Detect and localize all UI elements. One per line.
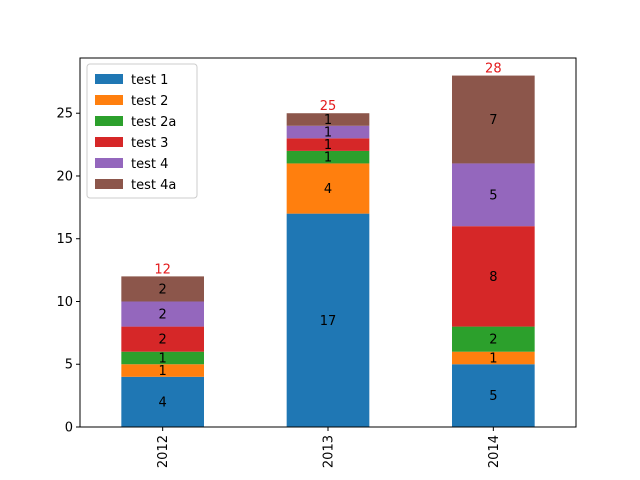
legend-swatch xyxy=(95,179,123,189)
segment-value-label: 5 xyxy=(489,188,497,203)
total-value-label: 28 xyxy=(485,62,502,77)
bar-segment-2012-test-2 xyxy=(121,364,204,377)
bar-segment-2013-test-4 xyxy=(286,125,370,139)
legend-label: test 4a xyxy=(131,178,176,193)
segment-value-label: 1 xyxy=(324,126,332,141)
x-axis: 2012 2013 2014 xyxy=(156,427,502,468)
bar-segment-2014-test-4a xyxy=(452,75,535,164)
segment-value-label: 1 xyxy=(324,138,332,153)
y-tick-label: 10 xyxy=(56,295,73,310)
legend-swatch xyxy=(95,95,123,105)
segment-value-label: 2 xyxy=(489,333,497,348)
y-tick-label: 0 xyxy=(65,421,73,436)
segment-value-label: 1 xyxy=(489,351,497,366)
bar-segment-2014-test-4 xyxy=(452,163,535,227)
legend-label: test 1 xyxy=(131,73,168,88)
segment-value-label: 4 xyxy=(324,182,332,197)
y-tick-label: 5 xyxy=(65,358,73,373)
segment-value-label: 1 xyxy=(159,364,167,379)
bars-layer xyxy=(121,75,535,427)
legend-label: test 2a xyxy=(131,115,176,130)
bar-segment-2014-test-1 xyxy=(452,364,535,427)
bar-segment-2013-test-4a xyxy=(286,113,370,126)
segment-value-label: 4 xyxy=(159,395,167,410)
bar-segment-2013-test-2a xyxy=(286,150,370,164)
bar-segment-2013-test-1 xyxy=(286,213,370,427)
x-tick-label: 2013 xyxy=(322,435,337,468)
bar-segment-2014-test-2a xyxy=(452,326,535,352)
segment-value-label: 2 xyxy=(159,333,167,348)
segment-value-label: 17 xyxy=(320,314,337,329)
bar-segment-2012-test-4 xyxy=(121,301,204,327)
legend-swatch xyxy=(95,158,123,168)
x-tick-label: 2014 xyxy=(487,435,502,468)
legend-swatch xyxy=(95,137,123,147)
legend-label: test 2 xyxy=(131,94,168,109)
y-tick-label: 20 xyxy=(56,169,73,184)
bar-segment-2012-test-3 xyxy=(121,326,204,352)
segment-value-label: 7 xyxy=(489,113,497,128)
bar-segment-2012-test-1 xyxy=(121,376,204,427)
y-tick-label: 25 xyxy=(56,107,73,122)
y-axis: 0 5 10 15 20 25 xyxy=(56,107,80,436)
segment-value-label: 1 xyxy=(324,113,332,128)
total-labels-layer: 12 25 28 xyxy=(154,62,501,278)
total-value-label: 12 xyxy=(154,262,171,277)
legend-swatch xyxy=(95,116,123,126)
segment-value-label: 1 xyxy=(159,351,167,366)
legend-label: test 3 xyxy=(131,136,168,151)
segment-value-label: 5 xyxy=(489,389,497,404)
bar-segment-2013-test-3 xyxy=(286,138,370,151)
legend-label: test 4 xyxy=(131,157,168,172)
bar-segment-2014-test-3 xyxy=(452,226,535,327)
bar-segment-2012-test-4a xyxy=(121,276,204,302)
total-value-label: 25 xyxy=(320,99,337,114)
segment-value-label: 2 xyxy=(159,282,167,297)
segment-value-label: 8 xyxy=(489,270,497,285)
x-tick-label: 2012 xyxy=(156,435,171,468)
legend: test 1 test 2 test 2a test 3 test 4 test 4a xyxy=(86,63,198,199)
bar-segment-2012-test-2a xyxy=(121,351,204,365)
segment-value-label: 1 xyxy=(324,151,332,166)
y-tick-label: 15 xyxy=(56,232,73,247)
legend-swatch xyxy=(95,74,123,84)
bar-segment-2013-test-2 xyxy=(286,163,370,214)
bar-segment-2014-test-2 xyxy=(452,351,535,365)
segment-value-label: 2 xyxy=(159,308,167,323)
